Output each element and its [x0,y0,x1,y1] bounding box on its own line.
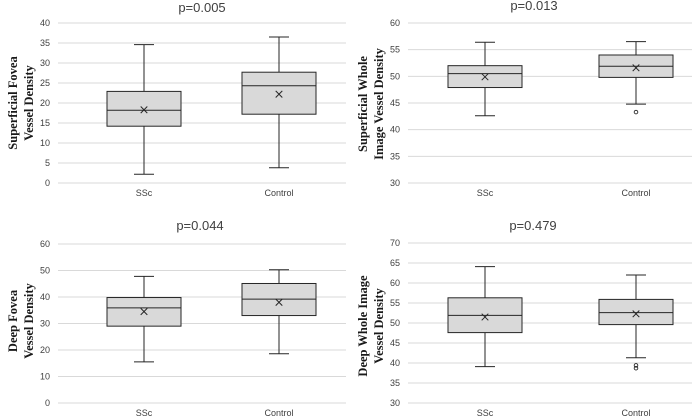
y-tick-label: 5 [45,158,50,168]
box-ssc [106,275,182,363]
y-tick-label: 10 [40,372,50,382]
plot-area: 0 10 20 30 40 50 60 SSc Control [40,239,346,418]
outlier-point [633,109,639,115]
panel-title: p=0.479 [509,218,556,233]
y-tick-label: 20 [40,345,50,355]
mean-marker [632,310,640,318]
y-axis-label-line-2: Vessel Density [372,287,386,363]
iqr-box [241,71,317,115]
y-tick-label: 40 [40,292,50,302]
panel-superficial-fovea: p=0.005 Superficial Fovea Vessel Density… [6,0,346,198]
y-tick-label: 55 [390,298,400,308]
box-ssc [106,44,182,175]
iqr-box [598,298,674,326]
y-tick-label: 45 [390,338,400,348]
x-category-label: SSc [136,188,153,198]
y-tick-label: 50 [390,71,400,81]
box-control [598,274,674,371]
x-category-label: Control [264,188,293,198]
y-axis-label-line-1: Deep Fovea [6,289,20,352]
y-tick-label: 60 [390,18,400,28]
y-axis-label-line-2: Image Vessel Density [372,47,386,160]
x-category-label: Control [621,188,650,198]
plot-area: 30 35 40 45 50 55 60 65 70 SSc Control [390,238,692,418]
y-tick-label: 35 [390,378,400,388]
x-category-label: Control [264,408,293,418]
box-ssc [447,266,523,368]
x-category-label: Control [621,408,650,418]
x-category-label: SSc [136,408,153,418]
y-tick-label: 50 [390,318,400,328]
y-tick-label: 35 [390,151,400,161]
plot-area: 0 5 10 15 20 25 30 35 40 SSc Control [40,18,346,198]
y-tick-label: 40 [40,18,50,28]
x-category-label: SSc [477,188,494,198]
y-tick-label: 20 [40,98,50,108]
mean-marker [481,313,489,321]
plot-area: 30 35 40 45 50 55 60 SSc Control [390,18,692,198]
iqr-box [106,90,182,127]
panel-deep-whole-image: p=0.479 Deep Whole Image Vessel Density … [356,218,692,418]
y-tick-label: 0 [45,398,50,408]
x-category-label: SSc [477,408,494,418]
mean-marker [140,307,148,316]
y-tick-label: 10 [40,138,50,148]
y-tick-label: 60 [390,278,400,288]
y-tick-label: 55 [390,45,400,55]
y-tick-label: 30 [390,398,400,408]
y-tick-label: 45 [390,98,400,108]
y-tick-label: 25 [40,78,50,88]
y-tick-label: 70 [390,238,400,248]
panel-superficial-whole-image: p=0.013 Superficial Whole Image Vessel D… [356,0,692,198]
y-axis-label-line-1: Superficial Fovea [6,56,20,150]
panel-deep-fovea: p=0.044 Deep Fovea Vessel Density 0 10 20 3… [6,218,346,418]
box-control [598,41,674,115]
mean-marker [275,90,283,98]
y-tick-label: 60 [40,239,50,249]
y-axis-label-line-2: Vessel Density [22,282,36,358]
y-tick-label: 0 [45,178,50,188]
mean-marker [275,298,283,306]
box-control [241,269,317,355]
panel-title: p=0.005 [178,0,225,15]
y-tick-label: 15 [40,118,50,128]
y-tick-label: 40 [390,358,400,368]
y-tick-label: 65 [390,258,400,268]
panel-title: p=0.044 [176,218,223,233]
y-tick-label: 30 [40,58,50,68]
outlier-point [633,365,639,371]
y-tick-label: 30 [390,178,400,188]
mean-marker [632,64,640,72]
y-axis-label-line-1: Deep Whole Image [356,275,370,377]
y-tick-label: 50 [40,266,50,276]
y-tick-label: 40 [390,125,400,135]
mean-marker [481,73,489,81]
outlier-point [633,363,639,368]
mean-marker [140,106,148,114]
panel-title: p=0.013 [510,0,557,13]
y-tick-label: 30 [40,319,50,329]
box-control [241,36,317,169]
y-axis-label-line-1: Superficial Whole [356,56,370,152]
box-ssc [447,41,523,117]
y-tick-label: 35 [40,38,50,48]
y-axis-label-line-2: Vessel Density [22,64,36,140]
